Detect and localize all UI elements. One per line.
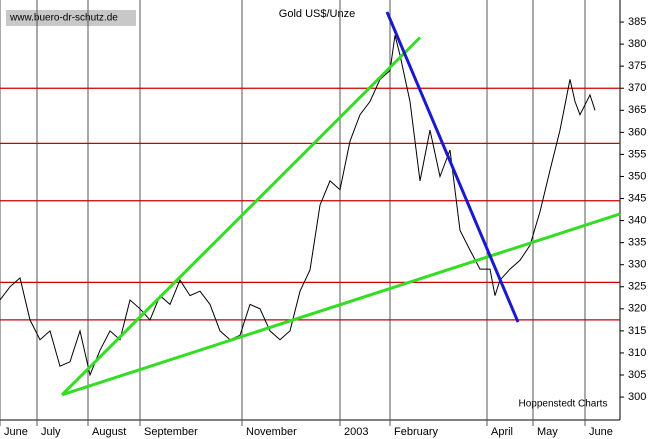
y-tick-label: 365 (628, 104, 646, 116)
y-tick-label: 385 (628, 16, 646, 28)
watermark: www.buero-dr-schutz.de (9, 13, 118, 24)
y-tick-label: 310 (628, 347, 646, 359)
y-tick-label: 305 (628, 369, 646, 381)
x-tick-label: June (589, 426, 613, 438)
x-tick-label: May (537, 426, 558, 438)
y-tick-label: 315 (628, 325, 646, 337)
x-tick-label: February (394, 426, 439, 438)
y-tick-label: 335 (628, 237, 646, 249)
y-tick-label: 350 (628, 170, 646, 182)
y-tick-label: 320 (628, 303, 646, 315)
source-note: Hoppenstedt Charts (519, 399, 608, 410)
x-tick-label: April (491, 426, 513, 438)
y-tick-label: 300 (628, 391, 646, 403)
trend-line (385, 11, 520, 323)
trend-line (60, 36, 422, 396)
x-tick-label: September (144, 426, 198, 438)
y-tick-label: 370 (628, 82, 646, 94)
y-tick-label: 375 (628, 60, 646, 72)
y-tick-label: 325 (628, 281, 646, 293)
y-tick-label: 380 (628, 38, 646, 50)
price-line (0, 35, 596, 377)
y-tick-label: 340 (628, 214, 646, 226)
y-tick-label: 330 (628, 259, 646, 271)
y-tick-label: 345 (628, 192, 646, 204)
x-tick-label: August (92, 426, 126, 438)
chart-title: Gold US$/Unze (279, 8, 355, 20)
x-tick-label: November (246, 426, 297, 438)
x-tick-label: June (4, 426, 28, 438)
y-tick-label: 360 (628, 126, 646, 138)
x-tick-label: 2003 (344, 426, 368, 438)
x-tick-label: July (41, 426, 61, 438)
y-tick-label: 355 (628, 148, 646, 160)
watermark-box (6, 10, 136, 26)
trend-line (61, 212, 621, 397)
